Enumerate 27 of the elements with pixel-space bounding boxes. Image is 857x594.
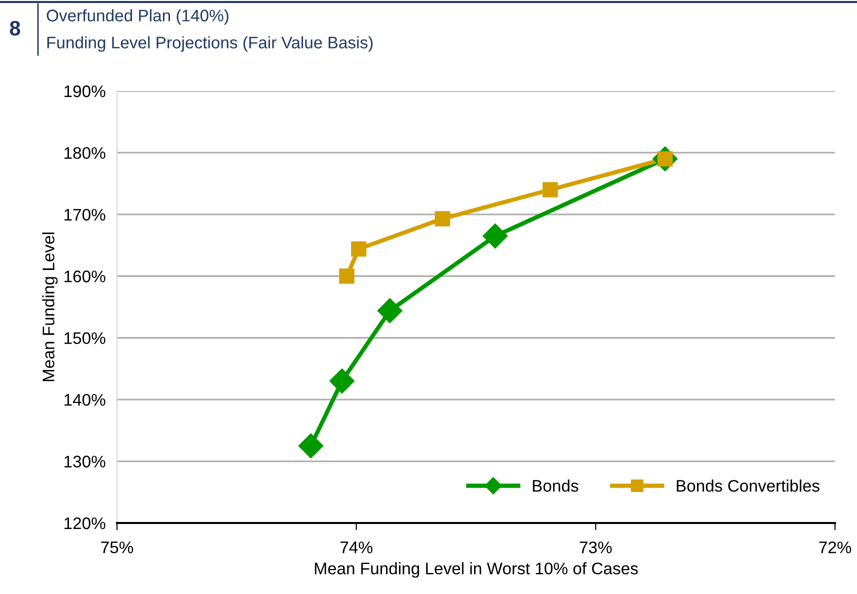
y-tick-label: 170% [64, 208, 106, 221]
y-tick-label: 180% [64, 147, 106, 159]
chart-title: Overfunded Plan (140%) [46, 9, 228, 25]
y-axis-title: Mean Funding Level [42, 232, 58, 382]
text: 8 [10, 20, 20, 36]
point [377, 298, 402, 324]
legend-label: Bonds [532, 480, 578, 492]
chart-subtitle: Funding Level Projections (Fair Value Basis) [47, 36, 373, 52]
y-tick-label: 120% [64, 517, 106, 530]
legend-label: Bonds Convertibles [676, 480, 820, 492]
y-tick-label: 160% [64, 270, 106, 282]
y-tick-label: 150% [64, 332, 106, 344]
y-tick-label: 140% [64, 394, 106, 406]
point [329, 368, 354, 394]
point [351, 241, 366, 257]
x-tick-label: 75% [101, 542, 134, 554]
point [542, 182, 558, 198]
x-axis-title: Mean Funding Level in Worst 10% of Cases [314, 562, 638, 578]
x-tick-label: 74% [340, 542, 372, 554]
point [298, 433, 324, 458]
x-tick-label: 72% [819, 541, 852, 554]
y-tick-label: 190% [64, 85, 106, 98]
point [482, 224, 508, 249]
point [434, 211, 450, 226]
y-tick-label: 130% [64, 456, 106, 468]
x-tick-label: 73% [580, 541, 612, 554]
point [339, 268, 354, 284]
